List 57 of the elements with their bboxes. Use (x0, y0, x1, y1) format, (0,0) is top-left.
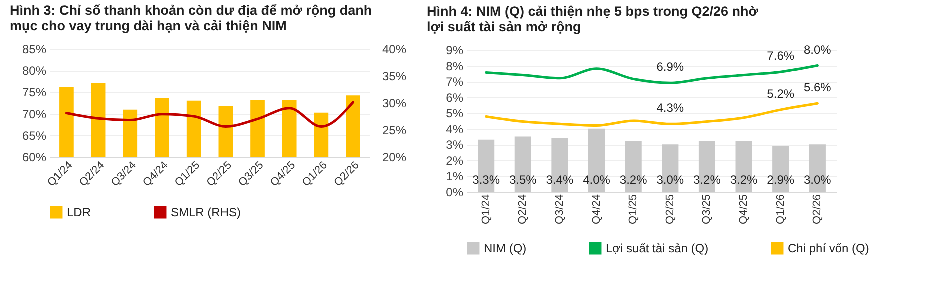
line-series (65, 101, 355, 128)
data-label: 4.3% (656, 101, 684, 116)
y-tick-label: 75% (22, 86, 47, 100)
legend-label: Chi phí vốn (Q) (788, 242, 870, 256)
legend-label: LDR (67, 206, 92, 220)
x-tick-label: Q4/25 (738, 194, 750, 224)
line-series (485, 102, 819, 127)
x-tick-label: Q3/24 (554, 194, 566, 224)
data-label: 3.4% (546, 173, 574, 187)
legend-label: NIM (Q) (484, 242, 527, 256)
data-label: 3.0% (656, 173, 684, 187)
y-tick-label: 5% (446, 106, 464, 121)
x-tick-label: Q2/24 (517, 194, 530, 224)
y-tick-label: 4% (446, 122, 464, 136)
x-tick-label: Q4/24 (590, 194, 603, 224)
data-label: 7.6% (767, 49, 795, 64)
data-label: 6.9% (656, 60, 684, 74)
data-label: 5.2% (767, 86, 795, 101)
y-tick-label: 1% (446, 170, 464, 184)
y-tick-label: 80% (22, 64, 47, 78)
data-label: 8.0% (804, 42, 832, 57)
y2-tick-label: 20% (382, 150, 407, 164)
legend-label: Lợi suất tài sản (Q) (606, 242, 709, 256)
chart-title: Hình 4: NIM (Q) cải thiện nhẹ 5 bps trong Q2/26 nhờ lợi suất tài sản mở rộng (427, 4, 759, 34)
data-label: 3.2% (620, 173, 648, 187)
data-label: 3.3% (472, 173, 500, 187)
x-tick-label: Q1/25 (628, 194, 640, 224)
x-tick-label: Q1/24 (480, 194, 492, 224)
x-tick-label: Q2/25 (664, 194, 676, 224)
y2-tick-label: 30% (382, 96, 407, 110)
data-label: 5.6% (804, 80, 832, 95)
y-tick-label: 8% (446, 59, 464, 74)
x-tick-label: Q3/25 (701, 194, 714, 224)
legend-label: SMLR (RHS) (171, 206, 242, 220)
y-tick-label: 60% (22, 150, 47, 164)
y-tick-label: 3% (446, 138, 464, 152)
y-tick-label: 85% (22, 42, 47, 56)
chart-title: Hình 3: Chỉ số thanh khoản còn dư địa để mở rộng danh mục cho vay trung dài hạn và cải thiện NIM (10, 3, 372, 34)
data-label: 3.5% (509, 173, 538, 187)
y-tick-label: 6% (446, 90, 464, 105)
y2-tick-label: 35% (382, 70, 407, 84)
x-tick-label: Q2/26 (812, 194, 824, 224)
data-label: 4.0% (583, 173, 611, 187)
y-tick-label: 2% (446, 154, 464, 168)
y-tick-label: 9% (446, 44, 464, 58)
x-tick-label: Q1/26 (774, 194, 787, 224)
y-tick-label: 70% (22, 107, 47, 122)
y2-tick-label: 40% (382, 42, 407, 56)
data-label: 3.0% (804, 173, 832, 187)
y2-tick-label: 25% (382, 124, 407, 138)
data-label: 3.2% (694, 173, 722, 187)
data-label: 3.2% (730, 173, 758, 187)
y-tick-label: 65% (22, 128, 47, 143)
data-label: 2.9% (767, 173, 795, 187)
line-series (485, 64, 819, 84)
y-tick-label: 0% (446, 186, 464, 200)
y-tick-label: 7% (446, 75, 464, 90)
